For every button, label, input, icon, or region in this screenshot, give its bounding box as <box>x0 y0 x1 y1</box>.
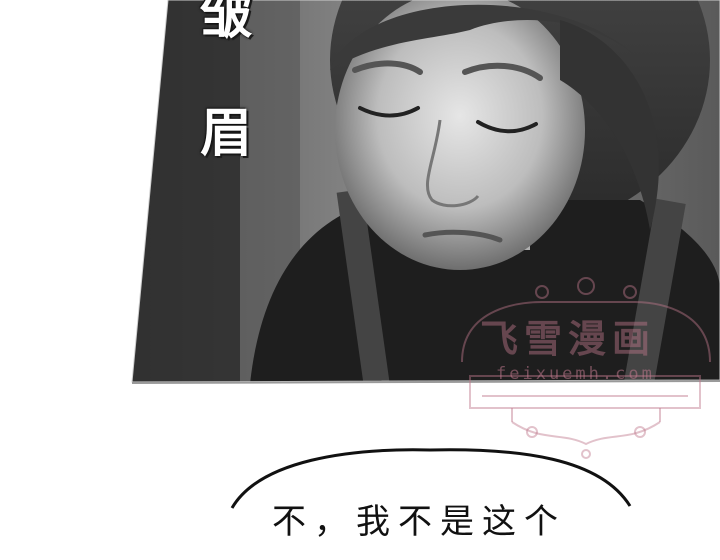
watermark: 飞雪漫画 feixuemh.com <box>452 272 720 462</box>
watermark-url: feixuemh.com <box>496 364 655 384</box>
photo-panel-art <box>131 0 720 384</box>
caption-line-2: 眉 <box>200 104 253 164</box>
comic-page: 皱 眉 飞雪漫画 feixuemh.com 不，我不 <box>131 0 720 542</box>
caption-line-1: 皱 <box>200 0 253 46</box>
watermark-frame <box>461 277 711 459</box>
speech-bubble-text: 不，我不是这个 <box>272 502 566 542</box>
photo-panel <box>131 0 720 384</box>
watermark-title: 飞雪漫画 <box>480 317 657 361</box>
speech-bubble <box>230 448 632 509</box>
